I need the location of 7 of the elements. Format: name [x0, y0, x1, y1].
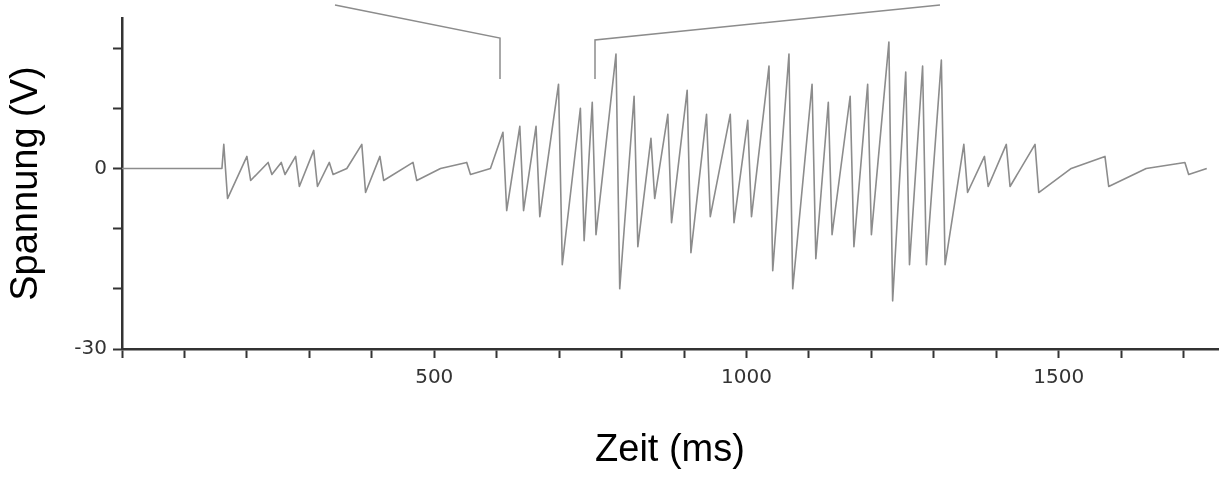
x-tick-label: 500 [415, 364, 454, 389]
x-tick-label: 1000 [721, 364, 772, 389]
x-axis-title: Zeit (ms) [595, 426, 745, 469]
y-tick-label: 0 [94, 154, 107, 179]
y-tick-label: -30 [74, 335, 107, 360]
x-tick-label: 1500 [1033, 364, 1085, 389]
y-axis-title: Spannung (V) [3, 66, 46, 301]
